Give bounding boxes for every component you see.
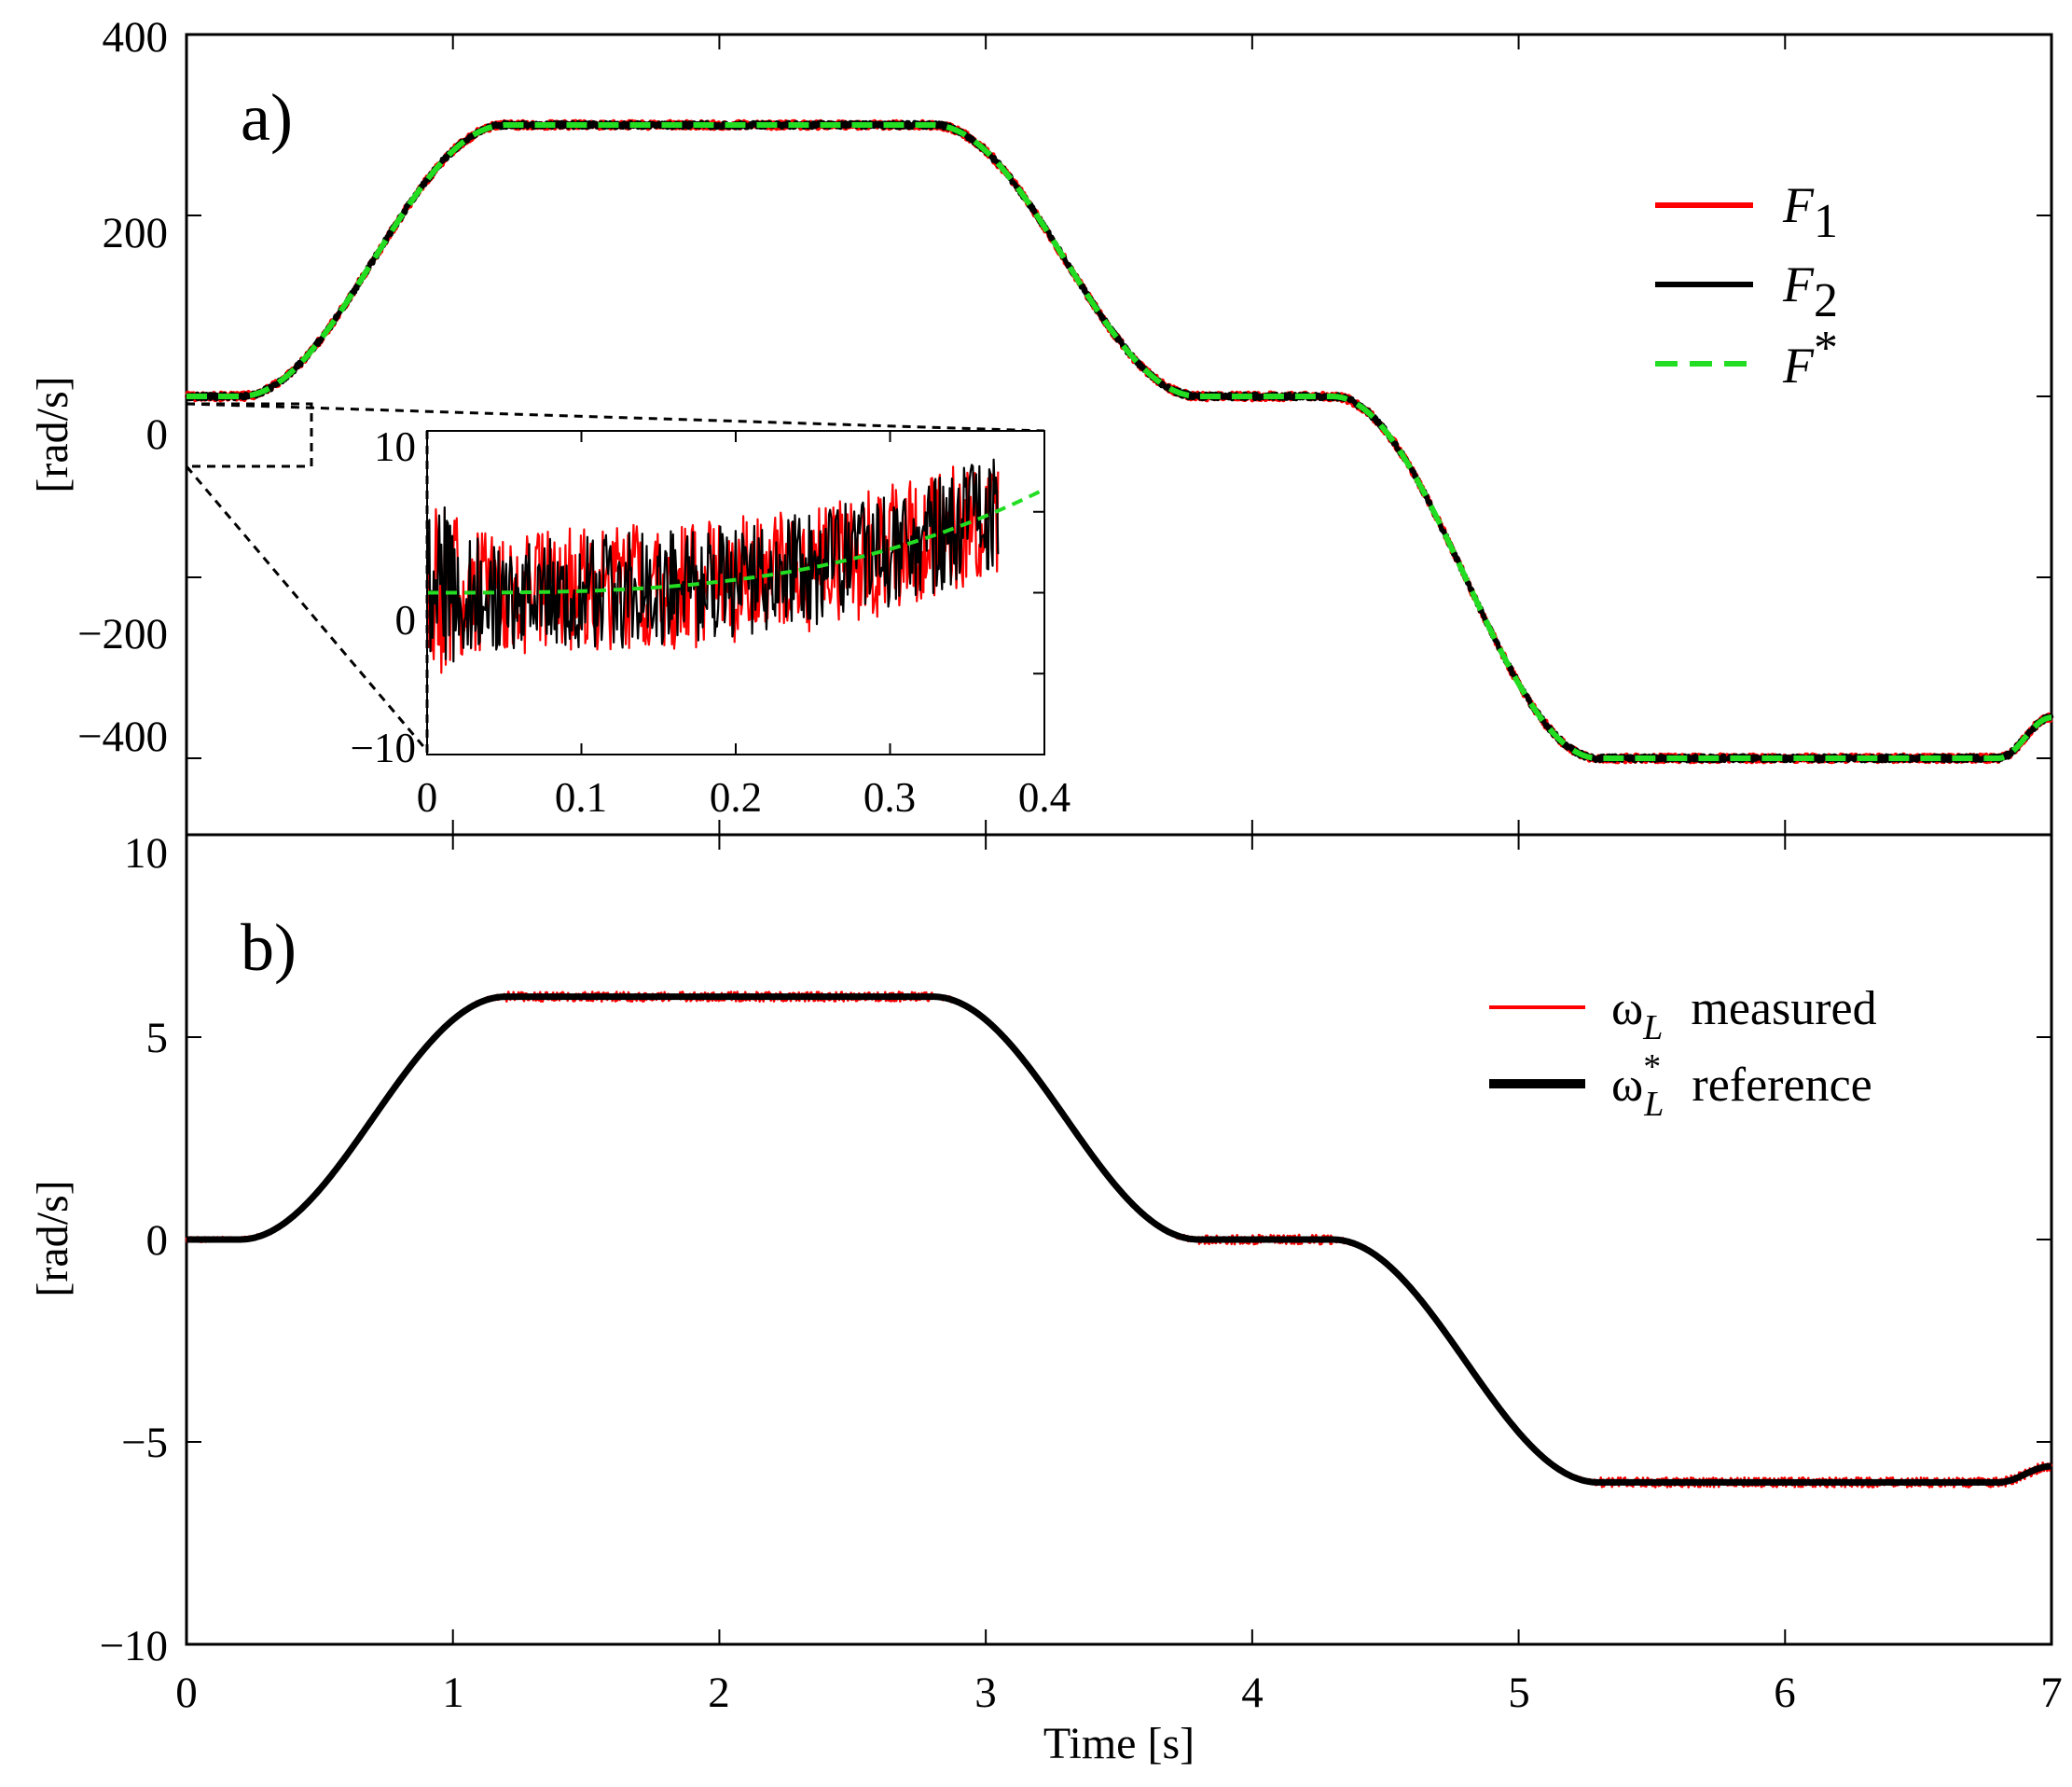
panel-b-ticks xyxy=(186,834,2052,1645)
panel-b-xtick-label: 0 xyxy=(175,1669,198,1717)
series-reference-line xyxy=(185,993,2053,1486)
panel-a-ytick-label: 0 xyxy=(146,410,169,459)
inset-series-fstar-line xyxy=(427,487,1044,595)
panel-b-ylabel: [rad/s] xyxy=(28,1180,77,1296)
panel-a-ytick-label: 400 xyxy=(103,13,169,62)
inset-ytick-label: −10 xyxy=(351,725,416,771)
panel-b: b) [rad/s] Time [s] 10 5 0 −5 −10 0 1 2 … xyxy=(28,829,2063,1768)
panel-a-legend: F1 F2 F* xyxy=(1655,177,1838,394)
zoom-connector-bottom xyxy=(185,465,429,752)
panel-b-ytick-label: 5 xyxy=(146,1014,169,1062)
legend-item-f1: F1 xyxy=(1655,177,1838,248)
panel-a-ytick-label: −200 xyxy=(77,610,168,658)
panel-b-xtick-label: 1 xyxy=(442,1669,464,1717)
legend-label-measured: ωL measured xyxy=(1611,982,1877,1047)
panel-a-ylabel: [rad/s] xyxy=(28,376,77,492)
panel-b-xtick-label: 6 xyxy=(1774,1669,1796,1717)
inset-ytick-label: 0 xyxy=(395,597,417,644)
panel-b-series xyxy=(185,990,2053,1489)
panel-b-xtick-label: 7 xyxy=(2040,1669,2063,1717)
panel-a-series xyxy=(184,118,2054,765)
panel-a-label: a) xyxy=(241,80,293,155)
legend-item-measured: ωL measured xyxy=(1489,982,1877,1047)
panel-b-xtick-label: 2 xyxy=(708,1669,730,1717)
inset-xtick-label: 0.4 xyxy=(1018,774,1071,821)
legend-item-f2: F2 xyxy=(1655,256,1838,327)
zoom-indicator xyxy=(185,402,1045,752)
panel-a-ytick-label: −400 xyxy=(77,713,168,761)
legend-label-fstar: F* xyxy=(1782,322,1838,394)
inset-xtick-label: 0 xyxy=(417,774,438,821)
panel-b-xtick-label: 3 xyxy=(974,1669,997,1717)
panel-b-xtick-label: 5 xyxy=(1508,1669,1530,1717)
panel-b-ytick-label: 0 xyxy=(146,1216,169,1265)
panel-b-ytick-label: −5 xyxy=(121,1419,168,1467)
panel-b-label: b) xyxy=(241,910,297,985)
inset-xtick-label: 0.2 xyxy=(710,774,762,821)
panel-a: a) [rad/s] 400 200 0 −200 −400 F1 F2 xyxy=(28,13,2054,837)
inset-xtick-label: 0.3 xyxy=(863,774,916,821)
inset-ytick-label: 10 xyxy=(374,423,416,470)
series-fstar-line xyxy=(185,122,2053,761)
inset-xtick-label: 0.1 xyxy=(555,774,607,821)
inset-ticks xyxy=(426,430,1045,755)
zoom-box xyxy=(185,402,313,468)
panel-b-xtick-label: 4 xyxy=(1241,1669,1264,1717)
panel-b-frame xyxy=(185,833,2053,1646)
legend-label-f1: F1 xyxy=(1782,177,1838,248)
panel-a-ytick-label: 200 xyxy=(103,209,169,257)
inset-series-f2-line xyxy=(427,458,1000,663)
panel-b-ytick-label: −10 xyxy=(99,1622,168,1670)
legend-label-f2: F2 xyxy=(1782,256,1838,327)
zoom-connector-top xyxy=(186,402,1045,433)
panel-b-ytick-label: 10 xyxy=(124,829,168,878)
inset-series xyxy=(427,458,1044,674)
legend-item-fstar: F* xyxy=(1655,322,1838,394)
inset-zoom: 10 0 −10 0 0.1 0.2 0.3 0.4 xyxy=(351,423,1071,821)
panel-b-xlabel: Time [s] xyxy=(1043,1719,1195,1768)
